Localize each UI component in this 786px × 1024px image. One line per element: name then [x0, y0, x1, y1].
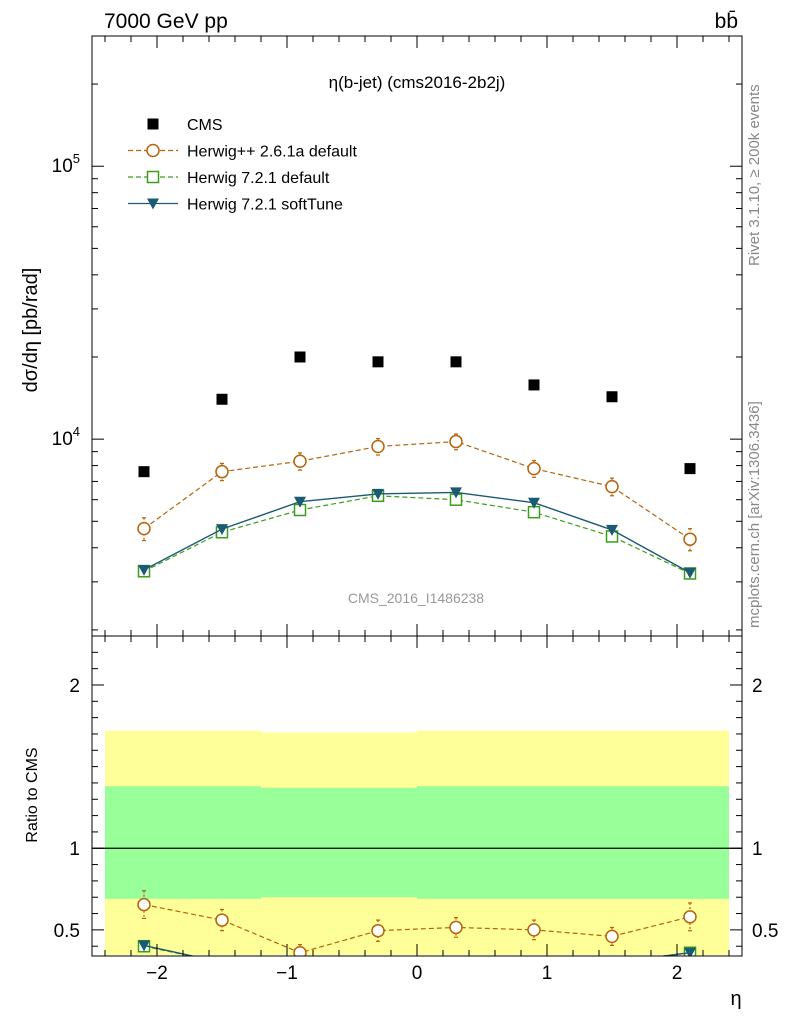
data-point	[215, 464, 229, 479]
legend: CMS Herwig++ 2.6.1a default Herwig 7.2.1 d…	[128, 117, 357, 214]
legend-marker	[147, 198, 159, 210]
data-point	[605, 479, 619, 494]
x-axis-label: η	[730, 988, 741, 1010]
data-point	[137, 897, 151, 912]
y-tick-label: 2	[69, 676, 80, 697]
data-point	[528, 497, 540, 509]
ratio-plot: 0.5 0.5 1 1 2 2 −2 −1 0 1 2 Ratio to CMS η	[24, 636, 778, 1010]
legend-marker	[147, 118, 159, 130]
series-line	[143, 440, 691, 540]
main-title: η(b-jet) (cms2016-2b2j)	[329, 73, 506, 92]
legend-label: Herwig++ 2.6.1a default	[187, 144, 357, 161]
data-point	[138, 940, 150, 952]
data-point	[294, 351, 306, 363]
ratio-y-label: Ratio to CMS	[24, 747, 41, 842]
ratio-frame	[91, 635, 743, 957]
y-tick-label: 1	[69, 839, 80, 860]
main-series	[137, 351, 697, 580]
data-point	[372, 356, 384, 368]
ratio-axis-ticks: 0.5 0.5 1 1 2 2 −2 −1 0 1 2	[54, 636, 778, 984]
x-tick-label: 1	[542, 963, 553, 984]
data-point	[450, 356, 462, 368]
y-tick-label-right: 2	[752, 676, 763, 697]
x-tick-label: 2	[672, 963, 683, 984]
legend-label: CMS	[187, 117, 223, 134]
data-point	[372, 958, 384, 969]
data-point	[605, 929, 619, 944]
data-point	[449, 434, 463, 449]
data-point	[216, 524, 228, 536]
data-point	[606, 958, 618, 969]
data-point	[138, 466, 150, 478]
data-point	[137, 521, 151, 536]
data-point	[528, 958, 540, 969]
y-tick-label: 0.5	[54, 921, 80, 942]
ratio-series	[137, 890, 697, 969]
data-point	[527, 923, 541, 937]
ratio-bands	[92, 730, 742, 955]
data-point	[684, 947, 696, 956]
data-point	[449, 920, 463, 935]
green-band	[417, 786, 729, 899]
x-tick-label: 0	[412, 963, 423, 984]
data-point	[372, 488, 384, 500]
main-axis-ticks: 104 105	[52, 35, 742, 636]
data-point	[529, 957, 540, 968]
y-tick-label: 104	[52, 424, 80, 450]
main-plot: 104 105 η(b-jet) (cms2016-2b2j) CMS_2016_…	[20, 35, 742, 636]
data-point	[607, 957, 618, 968]
data-point	[450, 958, 462, 969]
data-point	[293, 945, 307, 956]
data-point	[216, 958, 228, 969]
y-axis-label: dσ/dη [pb/rad]	[20, 268, 42, 393]
data-point	[371, 923, 385, 938]
data-point	[371, 439, 385, 454]
series-line	[143, 491, 691, 574]
data-point	[215, 913, 229, 927]
data-point	[606, 524, 618, 536]
data-point	[293, 454, 307, 468]
green-band	[105, 786, 261, 899]
legend-label: Herwig 7.2.1 softTune	[187, 197, 343, 214]
data-point	[138, 564, 150, 576]
data-point	[373, 957, 384, 968]
data-point	[684, 567, 696, 579]
data-point	[683, 910, 697, 924]
data-point	[528, 379, 540, 391]
legend-marker	[146, 170, 160, 184]
header-right: bb̄	[715, 10, 738, 33]
series-line	[143, 903, 691, 954]
y-tick-label-right: 1	[752, 839, 763, 860]
data-point	[527, 461, 541, 476]
data-point	[450, 487, 462, 499]
series-line	[143, 495, 691, 575]
data-point	[216, 393, 228, 405]
y-tick-label: 105	[52, 151, 80, 177]
data-point	[451, 957, 462, 968]
data-point	[217, 957, 228, 968]
data-point	[683, 532, 697, 546]
green-band	[261, 787, 417, 898]
x-tick-label: −1	[276, 963, 298, 984]
mcplots-label: mcplots.cern.ch [arXiv:1306.3436]	[746, 401, 763, 628]
data-point	[294, 496, 306, 508]
rivet-label: Rivet 3.1.10, ≥ 200k events	[746, 84, 763, 266]
legend-marker	[146, 143, 160, 158]
header-left: 7000 GeV pp	[104, 10, 228, 33]
data-point	[606, 391, 618, 403]
legend-label: Herwig 7.2.1 default	[187, 170, 330, 187]
y-tick-label-right: 0.5	[752, 921, 778, 942]
x-tick-label: −2	[146, 963, 168, 984]
watermark: CMS_2016_I1486238	[348, 590, 484, 606]
data-point	[684, 463, 696, 475]
